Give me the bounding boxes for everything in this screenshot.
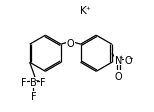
Text: −: −	[34, 77, 39, 82]
Text: K: K	[80, 6, 87, 16]
Text: +: +	[119, 54, 123, 59]
Text: F: F	[31, 91, 36, 101]
Text: F: F	[21, 78, 27, 88]
Text: F: F	[40, 78, 46, 88]
Text: O: O	[114, 71, 122, 81]
Text: +: +	[86, 6, 90, 11]
Text: B: B	[30, 78, 37, 88]
Text: N: N	[115, 55, 122, 65]
Text: −: −	[129, 54, 133, 59]
Text: O: O	[67, 39, 75, 48]
Text: O: O	[125, 55, 132, 65]
